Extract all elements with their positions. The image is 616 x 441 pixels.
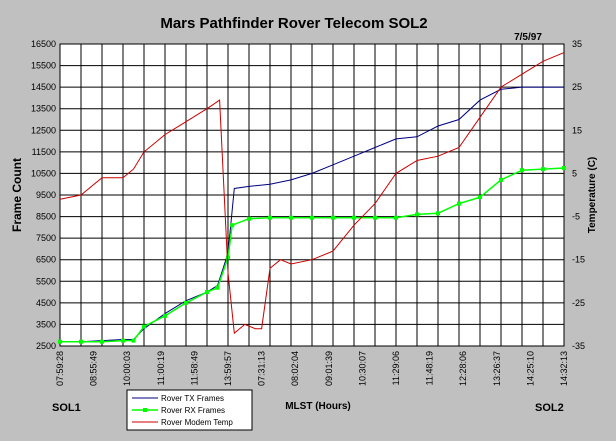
rx-frames-marker [268, 215, 272, 220]
rx-frames-marker [163, 313, 167, 318]
y-tick-label: 14500 [31, 82, 56, 92]
x-tick-label: 13:59:57 [223, 351, 233, 386]
rx-frames-marker [226, 255, 230, 260]
x-tick-label: 11:58:49 [189, 351, 199, 385]
y-tick-label: 15500 [31, 61, 56, 71]
y-tick-label: 10500 [31, 168, 56, 178]
y2-tick-label: 35 [572, 39, 582, 49]
chart-date: 7/5/97 [514, 32, 542, 43]
legend-items: Rover TX Frames Rover RX Frames Rover Mode… [132, 394, 233, 427]
x-tick-label: 13:26:37 [492, 351, 502, 386]
x-tick-label: 07:31:13 [257, 351, 267, 386]
chart-title: Mars Pathfinder Rover Telecom SOL2 [160, 15, 427, 32]
x-tick-label: 10:30:07 [357, 351, 367, 386]
y-tick-label: 7500 [36, 233, 56, 243]
rx-frames-marker [499, 177, 503, 182]
y2-tick-label: -5 [572, 212, 580, 222]
y2-axis-label: Temperature (C) [587, 157, 598, 234]
rx-frames-marker [541, 167, 545, 172]
y-tick-label: 6500 [36, 255, 56, 265]
x-tick-label: 10:00:03 [122, 351, 132, 386]
rx-frames-marker [79, 339, 83, 344]
y-tick-label: 5500 [36, 276, 56, 286]
legend-marker [143, 408, 147, 412]
y-tick-label: 4500 [36, 298, 56, 308]
rx-frames-marker [131, 338, 136, 343]
rx-frames-marker [457, 201, 461, 206]
x-axis-label: MLST (Hours) [285, 401, 351, 412]
y2-tick-label: -15 [572, 255, 585, 265]
y2-tick-label: -35 [572, 341, 585, 351]
legend-label: Rover TX Frames [161, 394, 224, 403]
rx-frames-marker [205, 290, 209, 295]
y-tick-label: 11500 [32, 147, 56, 157]
x-tick-label: 09:01:39 [324, 351, 334, 386]
rx-frames-marker [247, 216, 251, 221]
rx-frames-marker [230, 223, 235, 228]
rx-frames-marker [121, 338, 125, 343]
y2-tick-label: 25 [572, 82, 582, 92]
legend-label: Rover RX Frames [161, 406, 225, 415]
sol1-label: SOL1 [52, 402, 81, 414]
left-axis-ticks: 2500 3500 4500 5500 6500 7500 8500 9500 10500 115… [31, 39, 56, 351]
y2-tick-label: 15 [572, 125, 582, 135]
right-axis-ticks: -35 -25 -15 -5 5 15 25 35 [572, 39, 585, 351]
x-tick-label: 08:02:04 [290, 351, 300, 386]
x-tick-label: 11:48:19 [425, 351, 435, 385]
y2-tick-label: 5 [572, 168, 577, 178]
x-axis-ticks: 07:59:28 08:55:49 10:00:03 11:00:19 11:58:49… [55, 351, 569, 386]
rx-frames-marker [289, 215, 293, 220]
rx-frames-marker [520, 168, 524, 173]
x-tick-label: 11:29:06 [391, 351, 401, 385]
legend: Rover TX Frames Rover RX Frames Rover Mode… [126, 389, 253, 431]
rx-frames-marker [310, 215, 314, 220]
legend-label: Rover Modem Temp [161, 418, 233, 427]
series-line-3 [59, 52, 565, 335]
x-tick-label: 11:00:19 [156, 351, 166, 385]
y-axis-label: Frame Count [10, 158, 24, 232]
rx-frames-marker [215, 285, 220, 290]
sol2-label: SOL2 [535, 402, 564, 414]
rx-frames-marker [373, 215, 377, 220]
rx-frames-marker [331, 215, 335, 220]
rx-frames-marker [100, 339, 104, 344]
y-tick-label: 3500 [36, 319, 56, 329]
x-tick-label: 08:55:49 [89, 351, 99, 386]
y-tick-label: 8500 [36, 212, 56, 222]
rx-frames-marker [415, 212, 419, 217]
rx-frames-marker [394, 215, 398, 220]
rx-frames-marker [562, 166, 566, 171]
y-tick-label: 13500 [31, 104, 56, 114]
rx-frames-marker [58, 339, 62, 344]
y2-tick-label: -25 [572, 298, 585, 308]
rx-frames-marker [436, 211, 440, 216]
rx-frames-marker [478, 195, 482, 200]
y-tick-label: 9500 [36, 190, 56, 200]
y-tick-label: 12500 [31, 125, 56, 135]
rx-frames-marker [142, 324, 146, 329]
series-layer [58, 52, 566, 344]
x-tick-label: 14:32:13 [559, 351, 569, 386]
rx-frames-marker [352, 215, 356, 220]
series-line-2 [60, 167, 565, 343]
y-tick-label: 2500 [36, 341, 56, 351]
y-tick-label: 16500 [31, 39, 56, 49]
x-tick-label: 12:28:06 [458, 351, 468, 386]
x-tick-label: 14:25:10 [525, 351, 535, 386]
x-tick-label: 07:59:28 [55, 351, 65, 386]
rx-frames-marker [184, 300, 188, 305]
